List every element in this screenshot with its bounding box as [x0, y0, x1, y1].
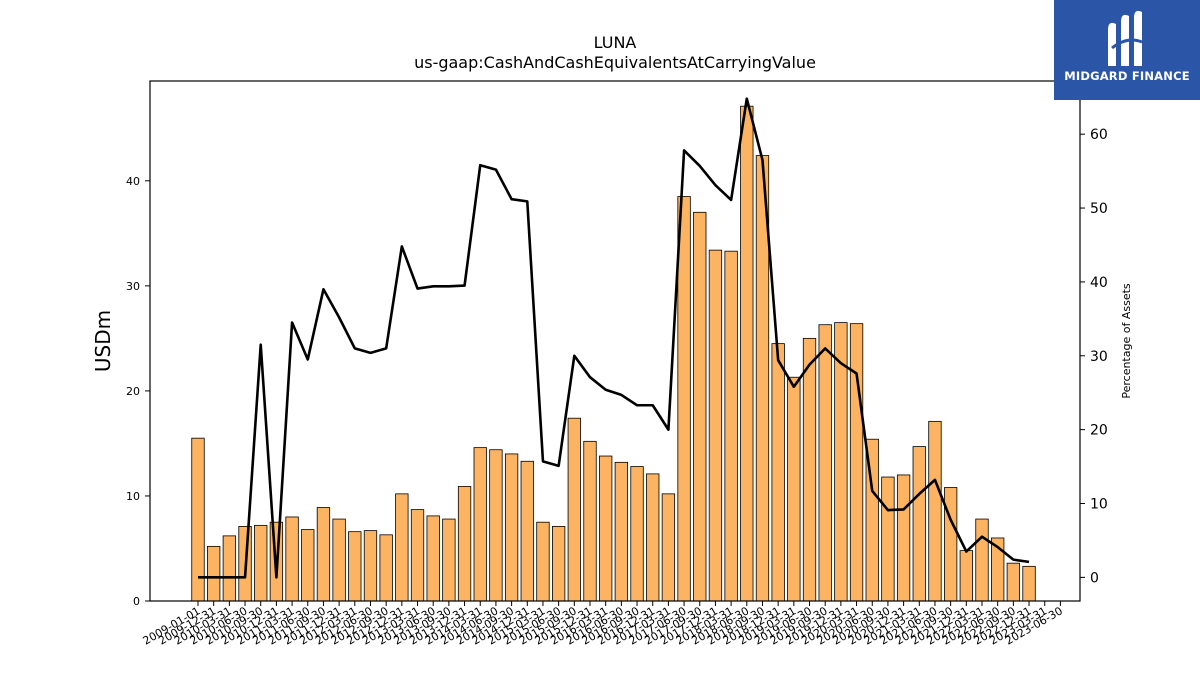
- bar-2015-09-30: [567, 417, 581, 602]
- chart-title: LUNA: [594, 33, 637, 52]
- bar-2012-09-30: [379, 534, 393, 602]
- bar-2014-09-30: [504, 453, 519, 602]
- y2-tick-label: 50: [1090, 201, 1108, 217]
- x-axis: 2009-01-012009-12-312010-03-312010-06-30…: [141, 601, 1065, 648]
- bar-2016-12-31: [646, 473, 660, 602]
- bar-2018-06-30: [740, 105, 754, 602]
- bar-2013-09-30: [442, 518, 456, 602]
- bar-2018-12-31: [771, 343, 785, 602]
- y-tick-label: 0: [133, 595, 140, 608]
- bar-2019-03-31: [787, 376, 801, 602]
- y-axis-label: USDm: [91, 310, 115, 372]
- bar-2019-06-30: [802, 337, 817, 602]
- bar-2014-03-31: [473, 447, 487, 602]
- y2-axis-label: Percentage of Assets: [1120, 283, 1133, 399]
- y-tick-label: 40: [126, 175, 140, 188]
- bar-2017-06-30: [677, 196, 691, 602]
- bar-2017-12-31: [708, 249, 723, 602]
- bar-2014-12-31: [520, 460, 534, 602]
- y2-tick-label: 0: [1090, 570, 1099, 586]
- bar-2021-06-30: [928, 420, 942, 602]
- bar-2021-12-31: [959, 550, 973, 602]
- bar-2019-09-30: [818, 324, 832, 602]
- bar-2022-03-31: [975, 518, 989, 602]
- bar-2015-03-31: [536, 521, 550, 602]
- bar-2013-03-31: [410, 509, 425, 602]
- right-axis: 0 10 20 30 40 50 60: [1080, 127, 1108, 586]
- bar-2016-03-31: [599, 455, 613, 602]
- bar-2011-06-30: [301, 529, 315, 602]
- bar-2017-03-31: [661, 493, 676, 602]
- bar-2020-09-30: [881, 476, 895, 602]
- bars-layer: [191, 105, 1036, 602]
- bar-2015-12-31: [583, 440, 597, 602]
- y2-tick-label: 30: [1090, 349, 1108, 365]
- percentage-line: [198, 97, 1030, 579]
- bar-2020-03-31: [849, 323, 864, 602]
- logo-text: MIDGARD FINANCE: [1064, 69, 1190, 83]
- bar-2016-06-30: [614, 461, 629, 602]
- bar-2009-12-31: [207, 545, 221, 602]
- bar-2012-06-30: [363, 530, 378, 602]
- bar-2016-09-30: [630, 466, 644, 602]
- bar-2018-03-31: [724, 250, 738, 602]
- y2-tick-label: 20: [1090, 423, 1108, 439]
- logo: MIDGARD FINANCE: [1054, 0, 1200, 100]
- bar-2022-12-31: [1022, 565, 1036, 602]
- bar-2022-09-30: [1006, 562, 1021, 602]
- bar-2020-12-31: [896, 474, 911, 602]
- logo-mark-icon: [1108, 10, 1143, 66]
- bar-2015-06-30: [551, 526, 566, 602]
- chart-subtitle: us-gaap:CashAndCashEquivalentsAtCarrying…: [414, 53, 816, 72]
- bar-2010-03-31: [222, 535, 237, 602]
- y2-tick-label: 40: [1090, 275, 1108, 291]
- bar-2010-09-30: [254, 524, 268, 602]
- bar-2013-06-30: [426, 515, 440, 602]
- bar-2012-12-31: [395, 493, 409, 602]
- bar-2021-03-31: [912, 446, 926, 602]
- bar-2014-06-30: [489, 449, 503, 602]
- y2-tick-label: 60: [1090, 127, 1108, 143]
- plot-frame: [149, 80, 1081, 602]
- y2-tick-label: 10: [1090, 497, 1108, 513]
- bar-2021-09-30: [943, 487, 958, 602]
- bar-2011-03-31: [285, 516, 299, 602]
- bar-2011-12-31: [332, 518, 346, 602]
- bar-2013-12-31: [457, 486, 472, 602]
- bar-2017-09-30: [693, 211, 707, 602]
- y-tick-label: 30: [126, 280, 140, 293]
- y-tick-label: 20: [126, 385, 140, 398]
- bar-2011-09-30: [316, 507, 331, 602]
- left-axis: 0 10 20 30 40: [126, 175, 150, 608]
- bar-2012-03-31: [348, 531, 362, 602]
- y-tick-label: 10: [126, 490, 140, 503]
